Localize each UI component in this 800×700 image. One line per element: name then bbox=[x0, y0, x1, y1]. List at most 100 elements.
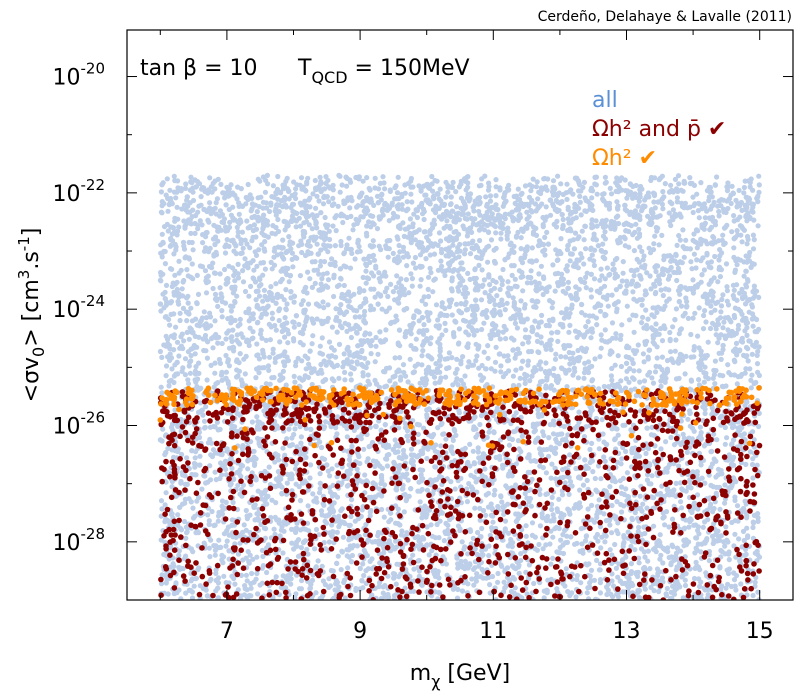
point-all bbox=[691, 354, 697, 360]
point-all bbox=[575, 474, 582, 481]
point-all bbox=[661, 514, 667, 520]
point-all bbox=[456, 326, 462, 332]
point-all bbox=[167, 351, 173, 357]
point-all bbox=[504, 358, 511, 364]
point-all bbox=[184, 329, 190, 335]
point-all bbox=[205, 512, 211, 518]
point-all bbox=[731, 295, 737, 302]
point-all bbox=[392, 381, 398, 387]
point-all bbox=[398, 276, 404, 282]
point-all bbox=[687, 516, 693, 522]
point-all bbox=[171, 379, 177, 386]
point-all bbox=[670, 207, 677, 213]
point-all bbox=[383, 273, 389, 279]
point-all bbox=[318, 258, 324, 265]
point-all bbox=[345, 482, 351, 488]
point-all bbox=[437, 313, 443, 319]
point-all bbox=[273, 281, 279, 287]
point-all bbox=[636, 594, 642, 600]
point-all bbox=[553, 436, 559, 443]
point-all bbox=[422, 192, 428, 198]
point-all bbox=[208, 362, 214, 368]
point-all bbox=[419, 353, 425, 359]
point-all bbox=[642, 554, 648, 560]
point-all bbox=[347, 265, 354, 271]
point-all bbox=[459, 588, 466, 594]
point-all bbox=[418, 277, 424, 283]
point-all bbox=[186, 239, 192, 245]
point-all bbox=[345, 344, 351, 350]
point-all bbox=[543, 470, 550, 476]
point-all bbox=[708, 259, 715, 265]
point-all bbox=[239, 493, 245, 499]
point-all bbox=[659, 338, 666, 344]
point-all bbox=[550, 262, 556, 268]
point-all bbox=[363, 280, 369, 286]
point-all bbox=[613, 331, 619, 337]
point-all bbox=[245, 549, 251, 555]
point-all bbox=[409, 276, 415, 282]
point-all bbox=[502, 307, 508, 313]
point-all bbox=[480, 552, 486, 558]
point-all bbox=[437, 336, 443, 342]
point-all bbox=[163, 373, 169, 379]
point-all bbox=[499, 282, 505, 288]
point-all bbox=[341, 282, 347, 289]
point-all bbox=[658, 326, 664, 332]
point-all bbox=[159, 354, 165, 360]
point-all bbox=[623, 354, 629, 360]
point-all bbox=[453, 301, 460, 307]
point-all bbox=[467, 463, 473, 469]
point-all bbox=[159, 390, 165, 396]
point-all bbox=[730, 282, 737, 288]
point-all bbox=[499, 278, 505, 284]
point-all bbox=[712, 358, 719, 364]
point-all bbox=[437, 341, 443, 347]
point-all bbox=[747, 366, 753, 372]
point-all bbox=[750, 232, 757, 238]
point-all bbox=[437, 353, 443, 359]
point-all bbox=[532, 318, 538, 324]
point-all bbox=[415, 488, 421, 494]
point-all bbox=[457, 527, 463, 534]
point-all bbox=[581, 334, 587, 340]
point-all bbox=[313, 526, 320, 533]
point-all bbox=[406, 290, 412, 296]
point-all bbox=[649, 375, 655, 381]
point-all bbox=[379, 478, 385, 484]
point-all bbox=[578, 251, 584, 257]
point-all bbox=[188, 230, 194, 236]
point-all bbox=[253, 252, 260, 258]
point-all bbox=[299, 249, 305, 256]
point-all bbox=[259, 230, 265, 236]
point-all bbox=[388, 281, 394, 287]
point-all bbox=[183, 590, 189, 596]
point-all bbox=[660, 560, 666, 566]
point-all bbox=[326, 576, 332, 582]
point-all bbox=[550, 318, 556, 324]
point-all bbox=[246, 293, 252, 299]
point-all bbox=[314, 499, 320, 505]
point-all bbox=[258, 260, 264, 266]
point-all bbox=[384, 463, 390, 469]
point-all bbox=[529, 259, 535, 265]
point-all bbox=[309, 284, 315, 290]
point-all bbox=[709, 461, 716, 467]
point-all bbox=[212, 370, 218, 376]
point-all bbox=[284, 301, 290, 307]
point-all bbox=[249, 570, 255, 577]
point-all bbox=[242, 371, 248, 377]
point-all bbox=[620, 475, 627, 481]
point-all bbox=[346, 537, 352, 543]
point-all bbox=[171, 251, 177, 257]
point-all bbox=[367, 307, 374, 313]
point-all bbox=[624, 278, 630, 284]
point-all bbox=[574, 334, 580, 340]
point-all bbox=[205, 217, 211, 223]
point-all bbox=[522, 371, 528, 377]
point-all bbox=[187, 370, 193, 376]
point-all bbox=[528, 348, 535, 355]
point-all bbox=[582, 312, 588, 318]
point-all bbox=[715, 340, 721, 346]
point-all bbox=[255, 319, 261, 325]
